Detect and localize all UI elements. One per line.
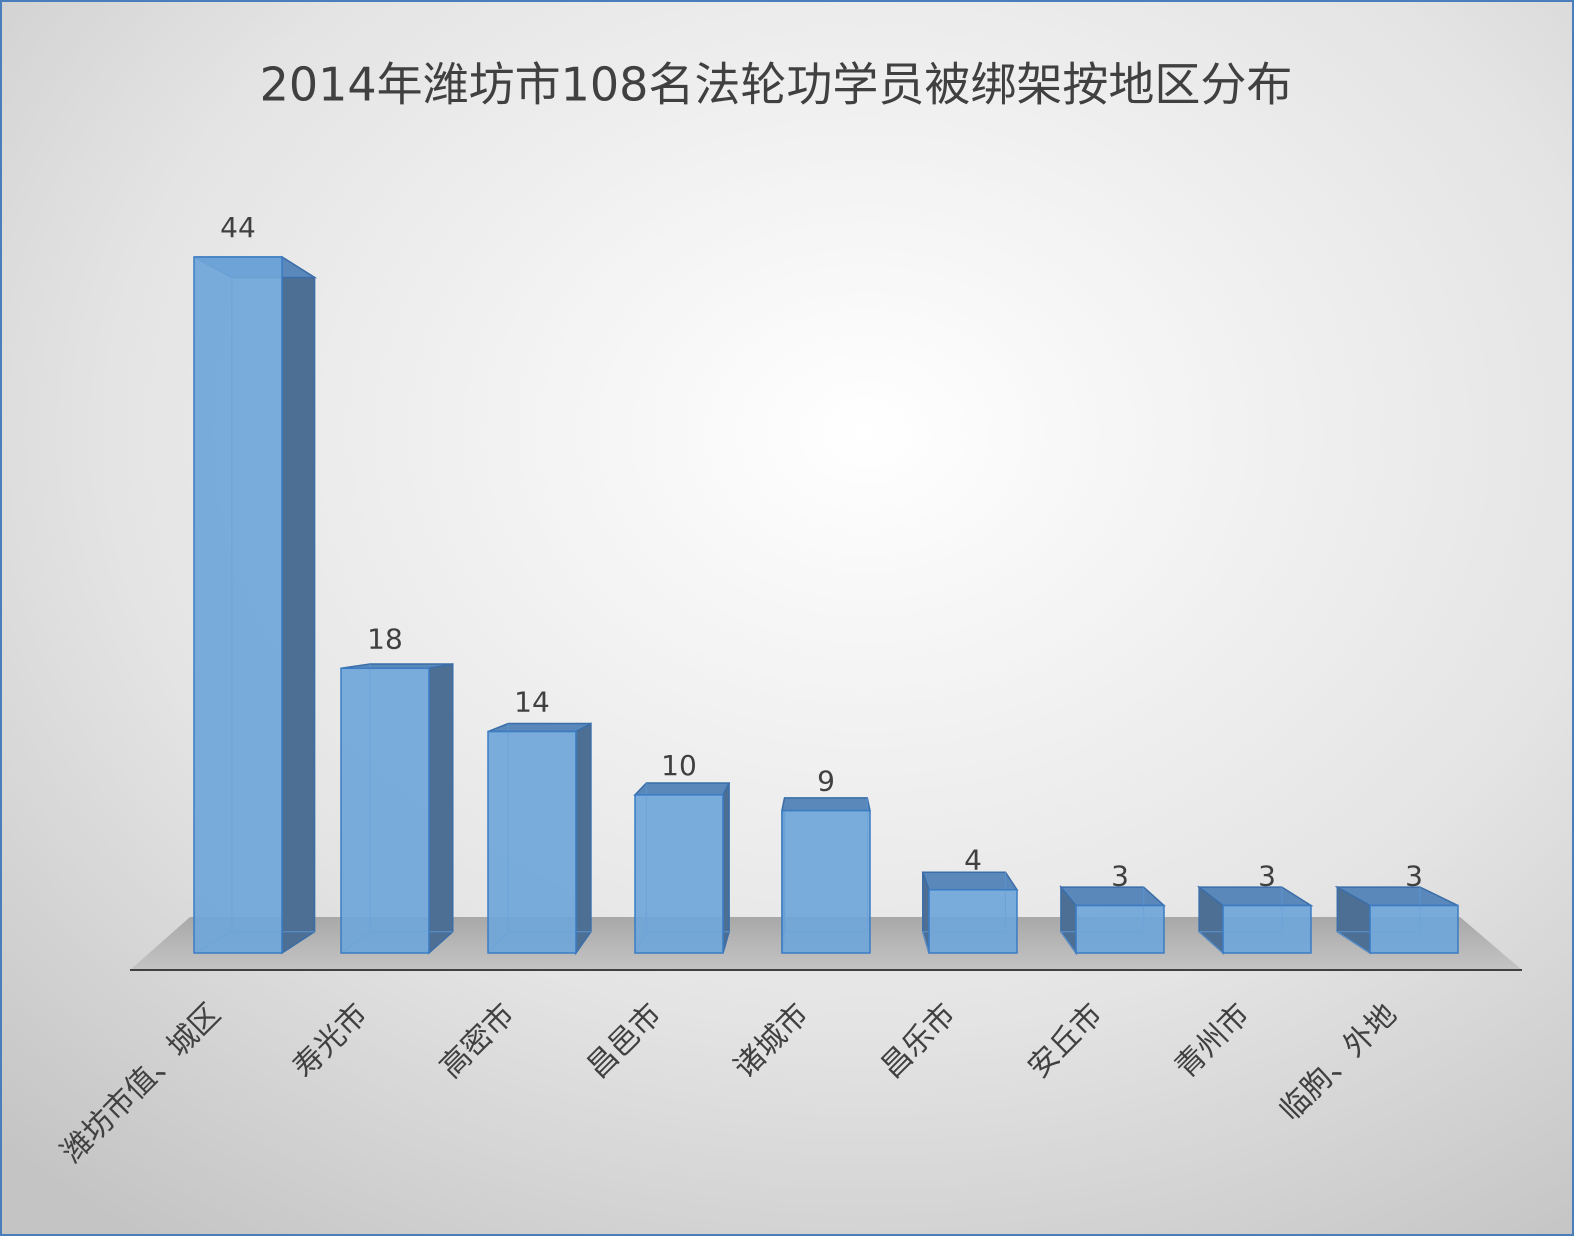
bar-side <box>575 722 592 956</box>
bar-side <box>722 782 730 954</box>
data-label: 3 <box>1258 860 1276 893</box>
bar-top <box>487 722 592 733</box>
data-label: 3 <box>1111 860 1129 893</box>
bar <box>1369 904 1459 954</box>
chart-title: 2014年潍坊市108名法轮功学员被绑架按地区分布 <box>260 58 1293 112</box>
data-label: 9 <box>817 765 835 798</box>
bar <box>193 256 283 954</box>
bar-top <box>633 782 731 796</box>
bar <box>1222 904 1312 954</box>
bar <box>928 888 1018 954</box>
data-label: 44 <box>220 211 256 244</box>
bar <box>340 667 430 954</box>
bar <box>781 809 871 954</box>
data-label: 3 <box>1405 860 1423 893</box>
bar-side <box>428 663 454 955</box>
bar <box>487 730 577 954</box>
data-label: 18 <box>367 622 403 655</box>
bar-side <box>281 255 316 955</box>
data-label: 14 <box>514 686 550 719</box>
bar <box>1075 904 1165 954</box>
bar <box>634 794 724 954</box>
data-label: 10 <box>661 749 697 782</box>
bar-top <box>781 797 871 812</box>
data-label: 4 <box>964 844 982 877</box>
